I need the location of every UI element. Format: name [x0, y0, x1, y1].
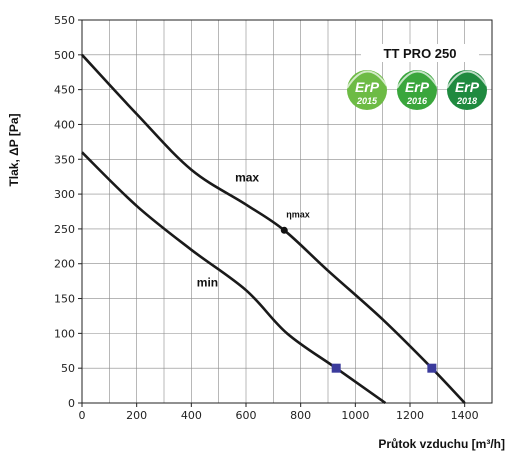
erp-badge-year: 2018 — [456, 96, 477, 106]
eta-max-label: ηmax — [286, 209, 310, 219]
y-tick-label: 350 — [54, 153, 75, 166]
y-tick-label: 300 — [54, 188, 75, 201]
erp-badge-year: 2015 — [356, 96, 378, 106]
x-tick-label: 1000 — [341, 409, 369, 422]
erp-badge-swoosh — [446, 70, 488, 89]
x-axis-title: Průtok vzduchu [m³/h] — [378, 437, 505, 451]
erp-badge-label: ErP — [355, 79, 380, 95]
erp-badge-swoosh — [396, 70, 438, 89]
erp-badge-label: ErP — [405, 79, 430, 95]
x-tick-label: 1400 — [451, 409, 479, 422]
y-tick-label: 100 — [54, 327, 75, 340]
model-title: TT PRO 250 — [384, 46, 457, 61]
erp-badge-swoosh — [346, 70, 388, 89]
y-tick-label: 400 — [54, 118, 75, 131]
y-tick-label: 450 — [54, 84, 75, 97]
erp-badge-circle — [447, 70, 487, 110]
erp-badge-label: ErP — [455, 79, 480, 95]
operating-point-marker — [427, 363, 437, 373]
y-tick-label: 550 — [54, 14, 75, 27]
x-tick-label: 600 — [236, 409, 257, 422]
x-tick-label: 1200 — [396, 409, 424, 422]
erp-badge-year: 2016 — [406, 96, 428, 106]
erp-badge-circle — [347, 70, 387, 110]
y-tick-label: 200 — [54, 258, 75, 271]
y-tick-label: 150 — [54, 293, 75, 306]
x-tick-label: 400 — [181, 409, 202, 422]
erp-badge-circle — [397, 70, 437, 110]
y-axis-title: Tlak, ΔP [Pa] — [7, 113, 21, 186]
y-tick-label: 500 — [54, 49, 75, 62]
series-min-label: min — [197, 276, 218, 290]
eta-max-point — [280, 226, 288, 234]
markers: ηmax — [280, 209, 437, 373]
series-max-label: max — [235, 171, 259, 185]
x-tick-label: 800 — [290, 409, 311, 422]
model-box: TT PRO 250 — [361, 44, 479, 62]
y-tick-label: 50 — [61, 362, 75, 375]
x-tick-label: 0 — [79, 409, 86, 422]
plot-frame — [81, 19, 493, 404]
axes — [78, 19, 493, 407]
x-tick-label: 200 — [126, 409, 147, 422]
y-tick-label: 250 — [54, 223, 75, 236]
operating-point-marker — [331, 363, 341, 373]
y-tick-label: 0 — [68, 397, 75, 410]
tick-labels: 0 200 400 600 800 1000 1200 1400 0 50 100 150 200 250… — [54, 14, 479, 422]
